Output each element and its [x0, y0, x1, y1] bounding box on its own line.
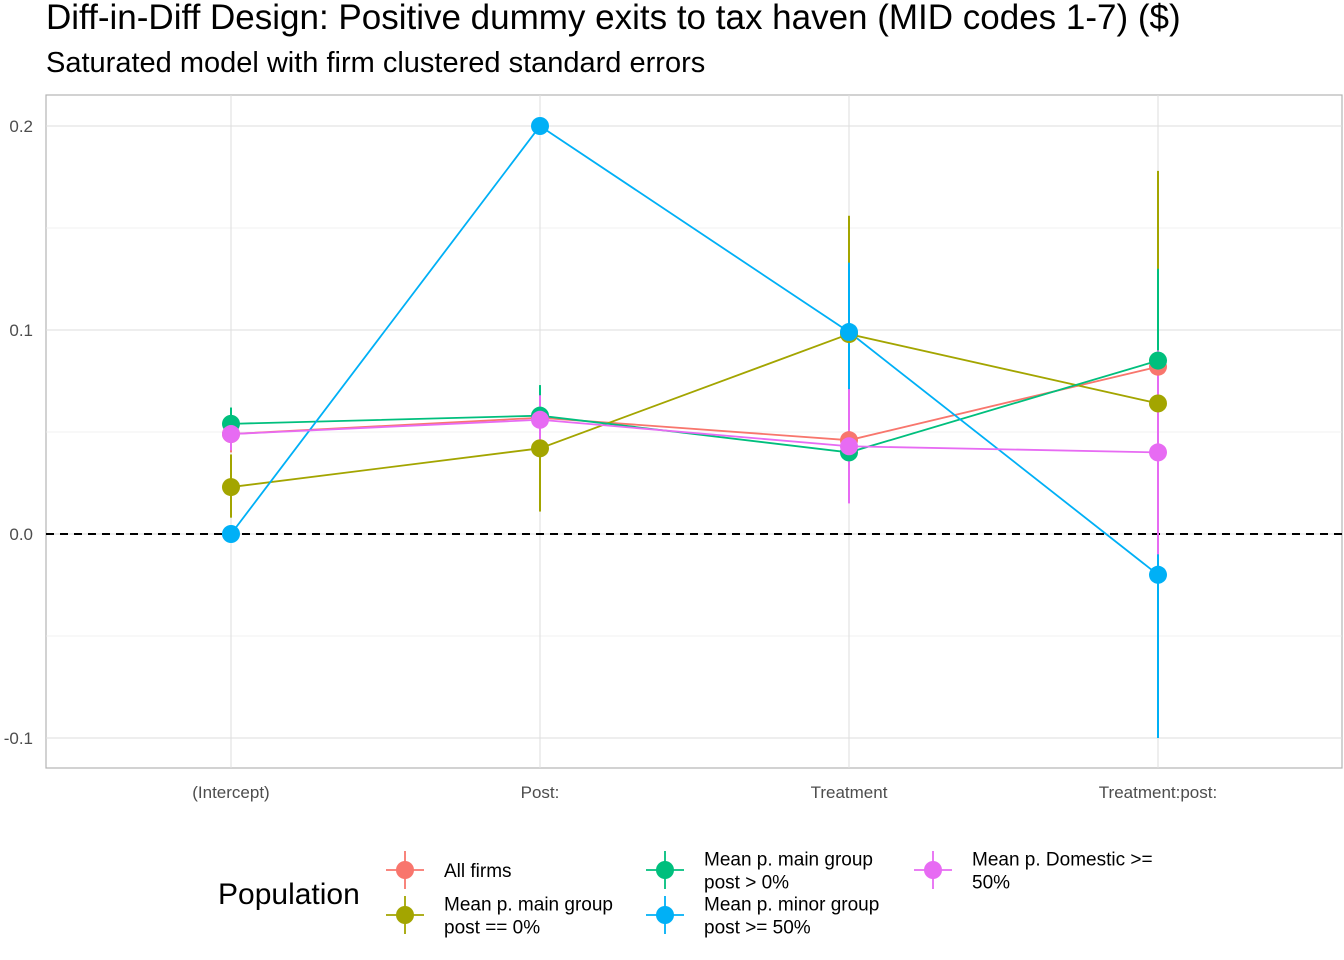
legend: Population All firms Mean p. main group pos… — [218, 850, 1153, 939]
data-point — [531, 117, 549, 135]
x-tick-label: Treatment — [811, 783, 888, 802]
legend-label: Mean p. Domestic >= 50% — [972, 850, 1153, 894]
legend-key-point — [396, 861, 414, 879]
x-tick-label: (Intercept) — [192, 783, 269, 802]
series-line — [230, 359, 1159, 454]
legend-key-point — [656, 906, 674, 924]
series-line — [230, 365, 1159, 442]
data-point — [1149, 443, 1167, 462]
x-tick-label: Post: — [521, 783, 560, 802]
y-tick-label: 0.0 — [9, 525, 33, 544]
data-point — [222, 425, 240, 444]
x-tick-label: Treatment:post: — [1099, 783, 1217, 802]
series-line — [230, 333, 1159, 488]
legend-key-point — [396, 906, 414, 924]
series-layer — [46, 117, 1342, 738]
data-point — [222, 478, 240, 497]
legend-label: Mean p. main group post == 0% — [444, 895, 613, 939]
chart-title: Diff-in-Diff Design: Positive dummy exit… — [46, 0, 1181, 37]
chart-subtitle: Saturated model with firm clustered stan… — [46, 47, 706, 79]
data-point — [222, 525, 240, 543]
data-point — [1149, 394, 1167, 413]
y-tick-label: -0.1 — [4, 729, 33, 748]
data-point — [531, 439, 549, 458]
legend-label: Mean p. main group post > 0% — [704, 850, 873, 894]
panel-border — [45, 94, 1343, 769]
data-point — [1149, 565, 1167, 584]
series-line — [230, 418, 1159, 454]
legend-key-point — [924, 861, 942, 879]
data-point — [840, 323, 858, 342]
legend-title: Population — [218, 878, 360, 911]
series-line — [230, 124, 1159, 576]
data-point — [840, 437, 858, 456]
y-tick-label: 0.1 — [9, 321, 33, 340]
data-point — [531, 410, 549, 429]
data-point — [1149, 351, 1167, 370]
axis-layer: -0.1 0.0 0.1 0.2 (Intercept) Post: Treatment Tr… — [4, 117, 1218, 802]
grid-layer — [45, 94, 1343, 769]
legend-label: Mean p. minor group post >= 50% — [704, 895, 879, 939]
y-tick-label: 0.2 — [9, 117, 33, 136]
legend-key-point — [656, 861, 674, 879]
legend-label: All firms — [444, 861, 512, 882]
